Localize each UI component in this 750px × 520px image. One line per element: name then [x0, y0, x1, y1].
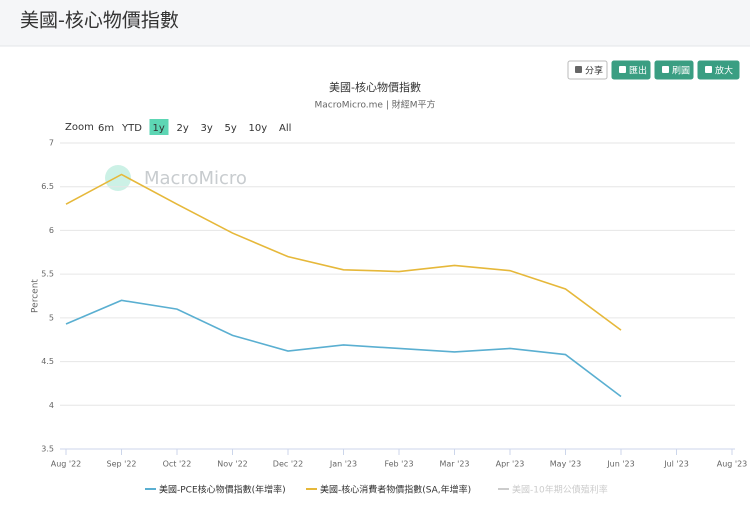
y-axis-label: Percent: [31, 279, 41, 313]
chart-title: 美國-核心物價指數: [329, 80, 421, 94]
x-tick-label: Oct '22: [163, 460, 192, 469]
button-icon: [575, 66, 582, 73]
range-button[interactable]: YTD: [121, 123, 142, 134]
toolbar-button[interactable]: [654, 60, 694, 80]
x-tick-label: Feb '23: [384, 460, 413, 469]
y-tick-label: 7: [49, 139, 54, 148]
range-button[interactable]: 10y: [249, 123, 268, 134]
x-tick-label: Jan '23: [329, 460, 357, 469]
header-bar: [0, 0, 750, 46]
button-icon: [662, 66, 669, 73]
x-tick-label: Aug '23: [717, 460, 748, 469]
x-tick-label: Jul '23: [663, 460, 689, 469]
x-tick-label: Apr '23: [496, 460, 525, 469]
page-title: 美國-核心物價指數: [20, 10, 179, 32]
y-tick-label: 6: [49, 226, 54, 235]
toolbar-button[interactable]: [567, 60, 608, 80]
x-tick-label: Dec '22: [273, 460, 303, 469]
legend-label[interactable]: 美國-PCE核心物價指數(年增率): [159, 484, 286, 496]
button-icon: [619, 66, 626, 73]
x-tick-label: Aug '22: [51, 460, 82, 469]
range-button[interactable]: 1y: [153, 123, 165, 134]
toolbar-button[interactable]: [611, 60, 651, 80]
button-label[interactable]: 放大: [715, 65, 733, 77]
x-tick-label: May '23: [550, 460, 581, 469]
button-label[interactable]: 匯出: [629, 65, 647, 77]
chart-subtitle: MacroMicro.me | 財經M平方: [315, 99, 436, 111]
toolbar-button[interactable]: [697, 60, 740, 80]
legend-label[interactable]: 美國-10年期公債殖利率: [512, 484, 608, 496]
y-tick-label: 5.5: [41, 270, 54, 279]
y-tick-label: 4.5: [41, 357, 54, 366]
y-tick-label: 5: [49, 313, 54, 322]
watermark: MacroMicro: [144, 168, 247, 189]
range-button-active[interactable]: [149, 119, 169, 135]
x-tick-label: Jun '23: [606, 460, 634, 469]
x-tick-label: Mar '23: [439, 460, 469, 469]
y-tick-label: 4: [49, 401, 54, 410]
range-button[interactable]: 3y: [201, 123, 213, 134]
x-tick-label: Sep '22: [107, 460, 137, 469]
range-button[interactable]: 6m: [98, 123, 114, 134]
y-tick-label: 6.5: [41, 182, 54, 191]
zoom-label: Zoom: [65, 122, 94, 133]
button-label[interactable]: 刷圖: [672, 66, 690, 77]
series-line: [65, 299, 622, 398]
button-label[interactable]: 分享: [585, 65, 603, 77]
button-icon: [705, 66, 712, 73]
range-button[interactable]: 2y: [177, 123, 189, 134]
watermark-logo: [105, 165, 131, 191]
range-button[interactable]: 5y: [225, 123, 237, 134]
legend-label[interactable]: 美國-核心消費者物價指數(SA,年增率): [320, 484, 471, 496]
series-line: [65, 173, 622, 331]
x-tick-label: Nov '22: [217, 460, 248, 469]
range-button[interactable]: All: [279, 123, 291, 134]
y-tick-label: 3.5: [41, 445, 54, 454]
